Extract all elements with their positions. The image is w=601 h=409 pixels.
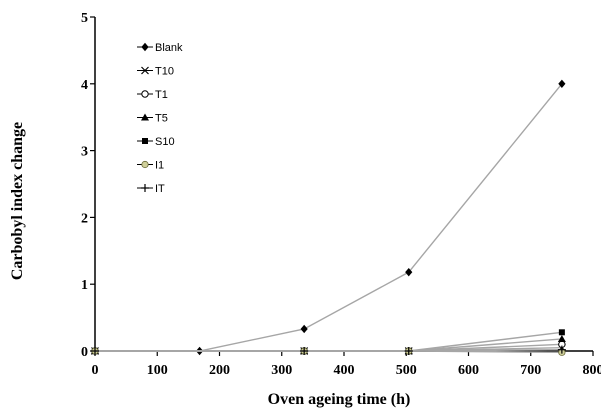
legend-item-t10: T10 (137, 66, 174, 78)
legend-item-it: IT (137, 183, 165, 195)
y-tick-label: 0 (81, 345, 88, 360)
data-point-it (91, 347, 99, 355)
legend-marker (141, 42, 149, 52)
x-tick-label: 700 (520, 363, 541, 378)
y-tick-label: 2 (81, 211, 88, 226)
data-point-blank (405, 267, 413, 277)
legend-item-s10: S10 (137, 136, 175, 148)
x-tick-label: 200 (209, 363, 230, 378)
x-tick-label: 0 (92, 363, 99, 378)
legend-marker (141, 113, 149, 121)
legend-label: T10 (155, 66, 174, 78)
legend-item-blank: Blank (137, 42, 183, 54)
series-it (91, 345, 566, 355)
data-point-it (557, 345, 566, 354)
series-layer (91, 79, 566, 356)
legend-item-i1: I1 (137, 160, 164, 172)
x-tick-label: 100 (147, 363, 168, 378)
data-point-blank (558, 79, 566, 88)
data-point-s10 (558, 329, 565, 336)
legend-item-t5: T5 (137, 113, 168, 125)
x-tick-label: 800 (583, 363, 601, 378)
x-tick-label: 600 (458, 363, 479, 378)
legend-label: S10 (155, 136, 175, 148)
x-axis-title: Oven ageing time (h) (268, 391, 411, 408)
legend-label: Blank (155, 42, 183, 54)
legend-label: I1 (155, 160, 164, 172)
legend-marker (141, 184, 149, 192)
series-line-it (95, 348, 562, 352)
data-point-it (300, 347, 309, 355)
legend-marker (141, 90, 149, 98)
legend-marker (141, 160, 149, 169)
y-axis-title: Carbobyl index change (9, 122, 26, 280)
series-line-s10 (95, 331, 562, 352)
legend-label: IT (155, 183, 165, 195)
data-point-it (404, 347, 413, 355)
y-tick-label: 3 (81, 145, 88, 160)
x-tick-label: 500 (396, 363, 417, 378)
legend-label: T1 (155, 89, 168, 101)
series-t10 (91, 343, 566, 355)
y-tick-label: 5 (81, 11, 88, 26)
legend-item-t1: T1 (137, 89, 168, 101)
legend-label: T5 (155, 113, 168, 125)
legend: Blank T10 T1 T5 S10 I1 IT (137, 42, 183, 195)
x-tick-label: 400 (334, 363, 355, 378)
legend-marker (142, 138, 148, 144)
data-point-t5 (557, 334, 566, 342)
y-tick-label: 1 (81, 278, 88, 293)
legend-marker (141, 66, 149, 75)
x-tick-label: 300 (271, 363, 292, 378)
data-point-blank (300, 324, 308, 334)
y-tick-label: 4 (81, 78, 88, 93)
